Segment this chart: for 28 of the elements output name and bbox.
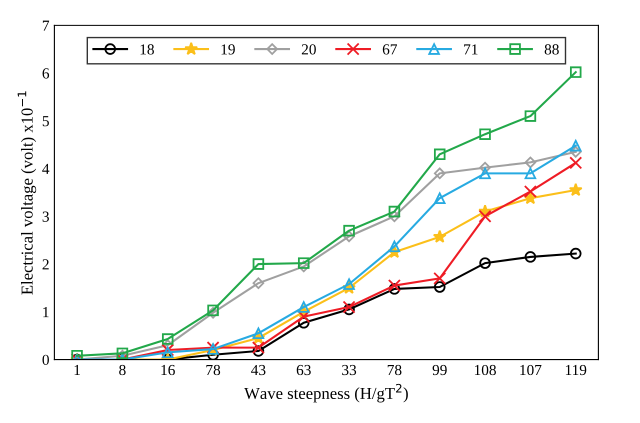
x-tick-label: 1 [74, 364, 80, 376]
x-tick-label: 108 [474, 364, 496, 376]
y-tick-label: 7 [42, 20, 50, 31]
x-tick-label: 107 [520, 364, 542, 376]
y-tick-label: 1 [43, 307, 49, 318]
legend-label: 20 [302, 44, 316, 55]
y-tick-label: 0 [42, 354, 49, 365]
x-tick-label: 16 [161, 364, 175, 376]
x-axis-title: Wave steepness (H/gT$^{2}$) [244, 384, 408, 402]
legend-label: 19 [222, 44, 235, 55]
x-tick-label: 78 [388, 364, 402, 376]
legend-label: 18 [140, 44, 154, 55]
x-tick-label: 99 [432, 364, 447, 376]
legend-label: 88 [544, 44, 559, 55]
y-tick-label: 4 [42, 164, 50, 174]
y-tick-label: 2 [42, 259, 49, 270]
y-axis-title: Electrical voltage (volt) x10$^{−1}$ [18, 91, 36, 295]
y-tick-label: 3 [42, 212, 49, 222]
x-tick-label: 78 [206, 364, 220, 376]
legend-label: 67 [382, 44, 397, 55]
x-tick-label: 33 [342, 364, 356, 376]
y-tick-label: 5 [42, 116, 49, 126]
x-tick-label: 8 [119, 364, 126, 376]
x-tick-label: 119 [566, 364, 586, 376]
x-tick-label: 43 [251, 364, 266, 376]
x-tick-label: 63 [296, 364, 311, 376]
y-tick-label: 6 [42, 68, 50, 79]
legend-label: 71 [464, 44, 478, 54]
